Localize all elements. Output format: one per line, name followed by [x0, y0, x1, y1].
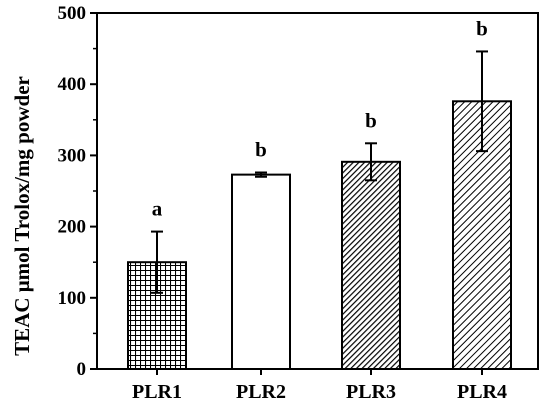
- x-tick-label: PLR2: [236, 381, 286, 403]
- y-axis-ticks: 0 100 200 300 400 500: [58, 3, 97, 380]
- y-axis-title: TEAC μmol Trolox/mg powder: [10, 76, 34, 356]
- significance-letter: b: [476, 16, 488, 40]
- bar-plr2: [231, 173, 291, 370]
- x-tick-label: PLR3: [346, 381, 396, 403]
- bar-plr3: [341, 160, 401, 370]
- y-tick-label: 400: [58, 74, 87, 95]
- y-tick-label: 500: [58, 3, 87, 24]
- y-tick-label: 0: [77, 359, 87, 380]
- significance-letter: b: [255, 137, 267, 161]
- x-tick-label: PLR4: [457, 381, 507, 403]
- x-tick-label: PLR1: [132, 381, 182, 403]
- significance-letter: a: [152, 197, 163, 221]
- error-bars: [151, 50, 488, 294]
- y-tick-label: 100: [58, 288, 87, 309]
- bars: [127, 100, 512, 371]
- y-tick-label: 200: [58, 217, 87, 238]
- x-axis-labels: PLR1 PLR2 PLR3 PLR4: [132, 369, 507, 403]
- significance-letter: b: [365, 108, 377, 132]
- y-tick-label: 300: [58, 145, 87, 166]
- significance-letters: a b b b: [152, 16, 488, 220]
- plot-frame: [96, 12, 539, 370]
